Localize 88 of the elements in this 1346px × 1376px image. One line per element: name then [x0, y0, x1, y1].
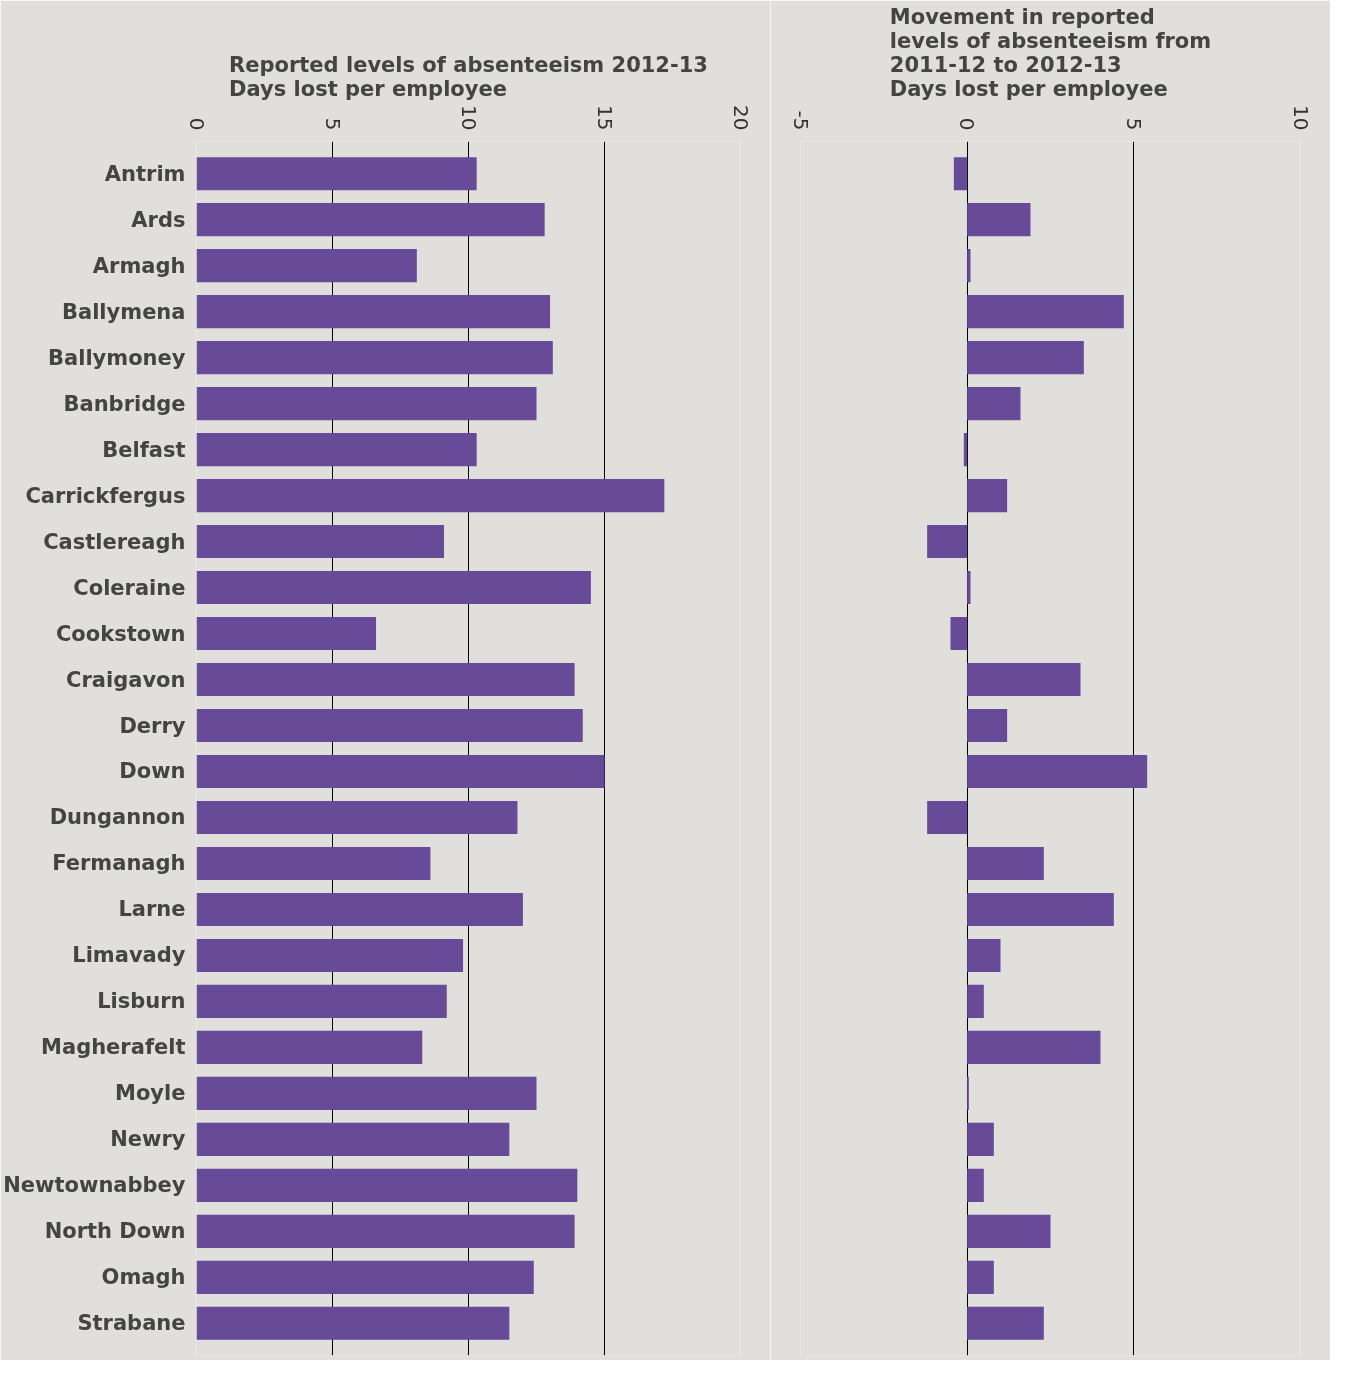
x-tick-label: 10	[1288, 105, 1313, 131]
bar	[963, 433, 968, 467]
bar	[196, 1260, 534, 1294]
bar	[196, 1030, 423, 1064]
y-tick-label: Dungannon	[49, 805, 186, 830]
bar	[196, 387, 537, 421]
bar	[967, 1260, 994, 1294]
y-tick-label: Derry	[119, 713, 186, 738]
bar	[967, 571, 971, 605]
y-tick-label: Larne	[118, 897, 186, 922]
bar	[967, 249, 971, 283]
y-tick-label: Newry	[110, 1127, 186, 1152]
y-tick-label: Down	[119, 759, 186, 784]
x-tick-label: 20	[728, 105, 753, 131]
bar	[196, 295, 551, 329]
y-tick-label: Fermanagh	[52, 851, 186, 876]
bar	[967, 1214, 1051, 1248]
y-tick-label: Belfast	[102, 437, 186, 462]
bar	[196, 157, 477, 191]
bar	[967, 708, 1008, 743]
bar	[967, 754, 1148, 789]
y-tick-label: North Down	[44, 1219, 186, 1244]
bar	[196, 754, 605, 789]
bar	[196, 1076, 537, 1110]
bar	[967, 479, 1008, 513]
x-tick-label: 0	[955, 117, 980, 131]
x-tick-label: 15	[592, 105, 617, 131]
bar	[927, 525, 968, 559]
bar	[967, 1030, 1101, 1064]
y-tick-label: Carrickfergus	[25, 483, 186, 508]
bar	[967, 938, 1001, 972]
bar	[196, 525, 445, 559]
x-tick-label: 5	[320, 117, 345, 131]
bar	[196, 1306, 510, 1340]
bar	[196, 571, 591, 605]
chart-title: Reported levels of absenteeism 2012-13 Days lost per employee	[229, 52, 708, 101]
bar	[196, 846, 431, 881]
bar	[967, 387, 1021, 421]
bar	[196, 1122, 510, 1156]
y-tick-label: Newtownabbey	[3, 1173, 186, 1198]
y-tick-label: Antrim	[104, 161, 186, 186]
bar	[967, 1306, 1044, 1340]
y-tick-label: Ballymoney	[48, 345, 186, 370]
bar	[967, 203, 1031, 237]
bar	[196, 1214, 575, 1248]
bar	[927, 800, 968, 835]
x-tick-label: 10	[456, 105, 481, 131]
y-tick-label: Limavady	[72, 943, 186, 968]
bar	[967, 892, 1114, 926]
bar	[196, 800, 518, 835]
bar	[196, 938, 464, 972]
bar	[967, 662, 1081, 697]
y-tick-label: Magherafelt	[41, 1035, 186, 1060]
y-tick-label: Moyle	[115, 1081, 186, 1106]
bar	[196, 616, 377, 651]
y-tick-label: Cookstown	[55, 621, 186, 646]
bar	[196, 662, 575, 697]
chart-title: Movement in reported levels of absenteeism from 2011-12 to 2012-13 Days lost per employee	[889, 4, 1212, 101]
bar	[196, 708, 583, 743]
y-tick-label: Coleraine	[73, 575, 186, 600]
bar	[967, 984, 984, 1018]
y-tick-label: Ards	[131, 207, 186, 232]
x-tick-label: -5	[788, 110, 813, 131]
bar	[196, 479, 665, 513]
bar	[196, 1168, 578, 1202]
bar	[967, 295, 1124, 329]
y-tick-label: Strabane	[77, 1311, 186, 1336]
bar	[196, 433, 477, 467]
bar	[196, 249, 417, 283]
bar	[196, 984, 447, 1018]
bar	[967, 341, 1084, 375]
bar	[196, 341, 553, 375]
y-tick-label: Armagh	[92, 253, 186, 278]
bar	[950, 616, 968, 651]
y-tick-label: Ballymena	[61, 299, 186, 324]
y-tick-label: Omagh	[101, 1265, 186, 1290]
x-tick-label: 0	[184, 117, 209, 131]
y-tick-label: Craigavon	[66, 667, 186, 692]
y-tick-label: Lisburn	[97, 989, 186, 1014]
y-tick-label: Castlereagh	[43, 529, 186, 554]
y-tick-label: Banbridge	[63, 391, 186, 416]
bar	[967, 846, 1044, 881]
bar	[967, 1168, 984, 1202]
bar	[953, 157, 968, 191]
bar	[196, 203, 545, 237]
x-tick-label: 5	[1121, 117, 1146, 131]
bar	[196, 892, 523, 926]
bar	[967, 1122, 994, 1156]
